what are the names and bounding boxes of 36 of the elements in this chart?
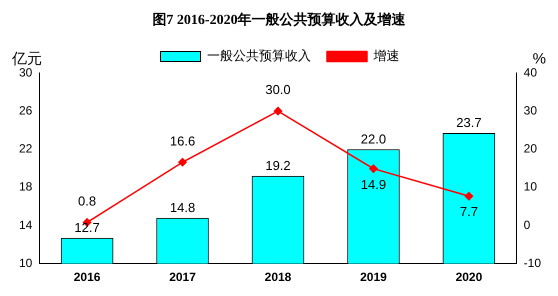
x-tick-label: 2017 [169, 270, 196, 284]
y2-tick-label: 0 [524, 218, 531, 232]
data-label: 16.6 [170, 133, 196, 148]
x-tick-label: 2016 [74, 270, 101, 284]
chart-title: 图7 2016-2020年一般公共预算收入及增速 [151, 11, 407, 30]
y2-tick-label: 30 [524, 103, 538, 118]
legend-label: 增速 [372, 48, 400, 64]
x-tick-label: 2020 [456, 270, 483, 284]
y2-tick-label: -10 [524, 256, 542, 270]
point [274, 106, 282, 116]
y-axis-title: 亿元 [11, 50, 42, 68]
legend-label: 一般公共预算收入 [207, 48, 311, 64]
data-label: 22.0 [360, 131, 386, 146]
y-tick-label: 18 [18, 180, 33, 194]
y-tick-label: 14 [18, 218, 33, 232]
data-label: 30.0 [265, 82, 291, 98]
y2-tick-label: 10 [524, 180, 538, 194]
point [464, 192, 474, 200]
x-tick-label: 2018 [264, 270, 292, 284]
y2-tick-label: 20 [524, 142, 538, 156]
y-tick-label: 26 [18, 103, 33, 118]
data-label: 14.8 [170, 200, 196, 215]
data-label: 12.7 [74, 220, 100, 235]
data-label: 23.7 [456, 115, 482, 130]
data-label: 19.2 [265, 158, 291, 173]
data-label: 14.9 [360, 176, 386, 192]
y-tick-label: 30 [18, 65, 33, 80]
data-label: 0.8 [78, 194, 96, 209]
point [178, 158, 187, 166]
y-tick-label: 10 [18, 256, 33, 270]
point [369, 164, 378, 173]
x-tick-label: 2019 [360, 270, 388, 284]
y2-axis-title: % [532, 50, 546, 68]
y2-tick-label: 40 [524, 65, 538, 80]
data-label: 7.7 [460, 204, 478, 220]
y-tick-label: 22 [18, 142, 33, 156]
